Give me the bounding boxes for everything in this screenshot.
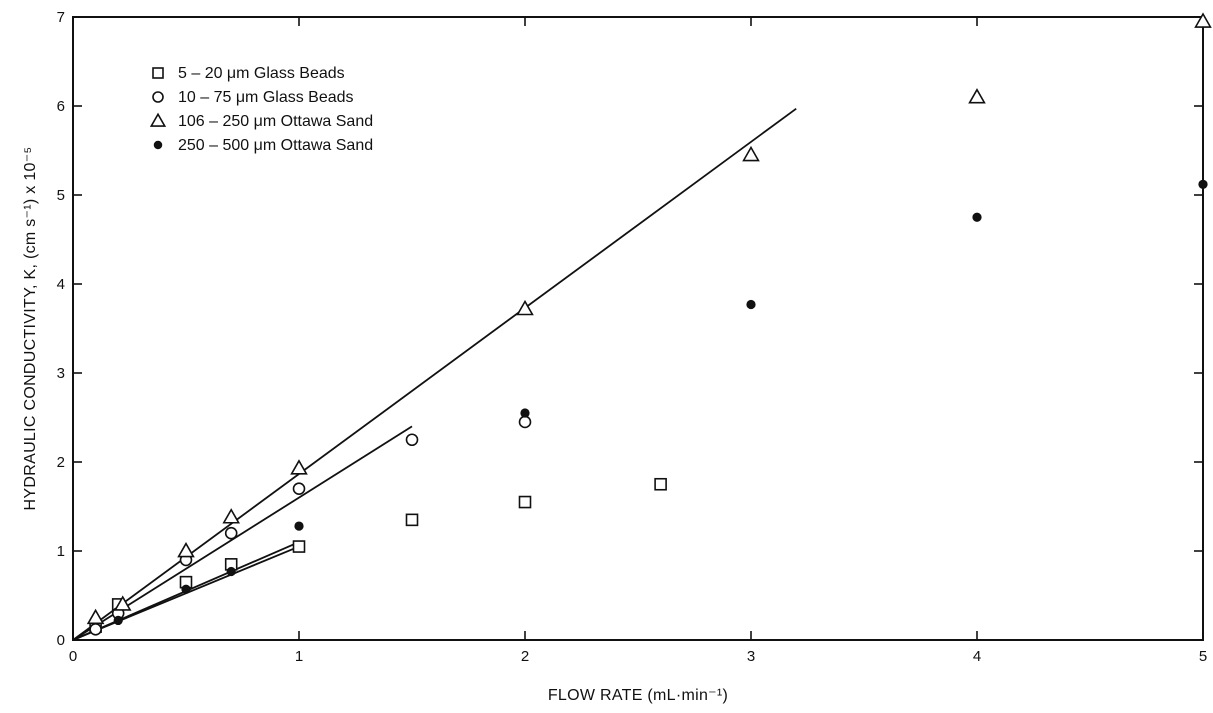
x-tick-label: 1 — [295, 648, 303, 665]
data-point-filled-circle — [746, 299, 756, 310]
x-tick-label: 4 — [973, 648, 981, 665]
data-point-triangle — [516, 299, 534, 316]
y-tick-label: 4 — [57, 276, 65, 293]
y-tick-label: 7 — [57, 9, 65, 26]
y-tick-label: 5 — [57, 187, 65, 204]
y-tick-label: 1 — [57, 543, 65, 560]
y-tick-label: 2 — [57, 454, 65, 471]
data-point-square — [654, 477, 667, 491]
data-point-triangle — [1194, 12, 1212, 28]
data-point-triangle — [86, 608, 105, 625]
data-point-filled-circle — [1198, 179, 1208, 189]
data-point-triangle — [290, 459, 308, 475]
data-point-circle — [89, 623, 102, 636]
legend-label: 250 – 500 μm Ottawa Sand — [178, 137, 373, 154]
x-axis-label: FLOW RATE (mL·min⁻¹) — [548, 687, 728, 704]
data-point-circle — [405, 433, 419, 447]
data-point-triangle — [222, 508, 241, 524]
y-tick-label: 0 — [57, 632, 65, 649]
data-point-triangle — [968, 88, 986, 104]
data-point-filled-circle — [294, 521, 304, 531]
legend-label: 106 – 250 μm Ottawa Sand — [178, 113, 373, 130]
data-point-filled-circle — [113, 615, 123, 626]
y-tick-label: 6 — [57, 98, 65, 115]
data-point-circle — [292, 482, 306, 496]
data-point-circle — [224, 526, 238, 540]
data-point-filled-circle — [972, 212, 982, 222]
y-axis-label: HYDRAULIC CONDUCTIVITY, K, (cm s⁻¹) x 10… — [22, 147, 39, 511]
x-tick-label: 5 — [1199, 648, 1207, 665]
data-point-filled-circle — [520, 408, 530, 418]
data-points — [86, 12, 1212, 636]
data-point-square — [405, 513, 419, 527]
data-point-triangle — [177, 541, 195, 558]
plot-frame — [72, 16, 1204, 641]
data-point-square — [292, 540, 306, 553]
data-point-circle — [518, 415, 532, 429]
data-point-filled-circle — [181, 584, 191, 594]
legend-marker-square — [152, 67, 164, 79]
axes: 0 1 2 3 4 5 0 1 2 3 4 5 6 7 — [57, 9, 1208, 665]
fit-line — [72, 425, 413, 641]
x-tick-label: 2 — [521, 648, 529, 665]
data-point-triangle — [113, 595, 132, 611]
legend-marker-circle — [152, 91, 164, 103]
x-tick-label: 3 — [747, 648, 755, 665]
legend-marker-filled-circle — [153, 140, 163, 150]
x-tick-label: 0 — [69, 648, 77, 665]
data-point-square — [518, 495, 532, 509]
legend-label: 10 – 75 μm Glass Beads — [178, 89, 354, 106]
y-tick-label: 3 — [57, 365, 65, 382]
legend-marker-triangle — [149, 112, 167, 127]
legend-label: 5 – 20 μm Glass Beads — [178, 65, 345, 82]
legend: 5 – 20 μm Glass Beads 10 – 75 μm Glass Be… — [149, 65, 373, 154]
data-point-filled-circle — [226, 566, 236, 577]
data-point-triangle — [742, 145, 760, 162]
fit-line — [72, 107, 797, 641]
